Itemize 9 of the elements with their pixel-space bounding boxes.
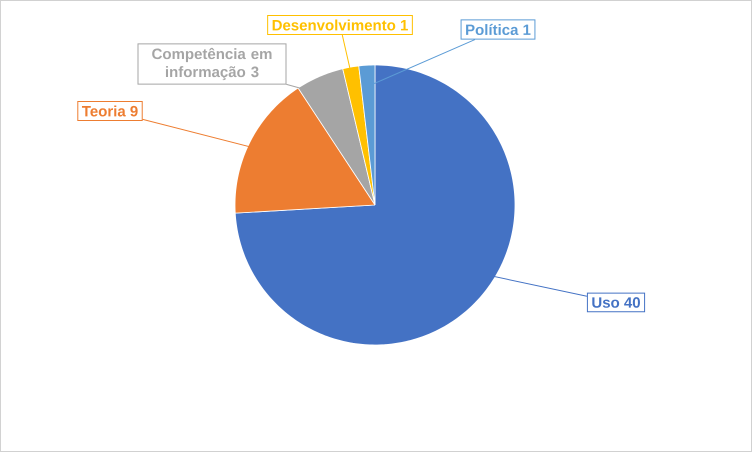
slice-label: Desenvolvimento [272, 19, 396, 30]
data-label: 9 [130, 106, 138, 116]
slice-label: Política [466, 24, 519, 36]
slice-label: Uso [592, 297, 620, 308]
data-label: 40 [624, 297, 640, 308]
data-label: 3 [251, 66, 259, 78]
data-label: 1 [524, 24, 531, 35]
slice-label: Teoria [82, 105, 126, 116]
data-label: 1 [400, 20, 408, 30]
